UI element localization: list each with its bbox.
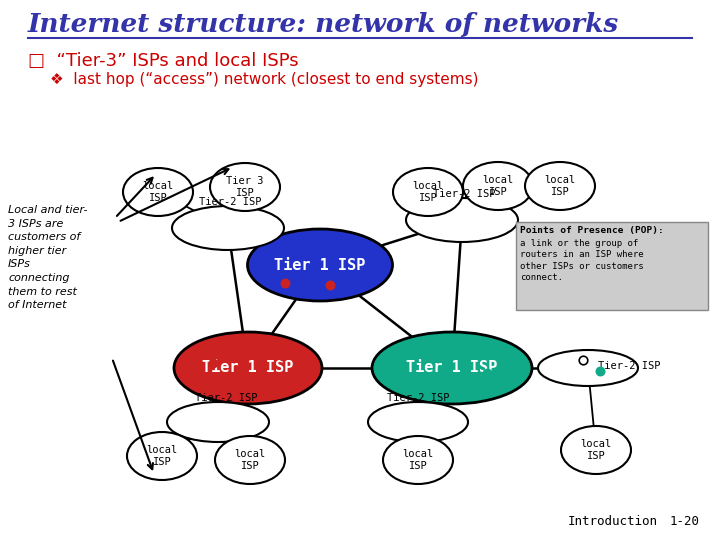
Text: local
ISP: local ISP [482,175,513,197]
Point [324,281,336,289]
Point [277,352,289,360]
Text: local
ISP: local ISP [580,439,611,461]
Text: Local and tier-
3 ISPs are
customers of
higher tier
ISPs
connecting
them to rest: Local and tier- 3 ISPs are customers of … [8,205,88,310]
Text: Internet structure: network of networks: Internet structure: network of networks [28,12,619,37]
Text: Tier-2 ISP: Tier-2 ISP [199,197,261,207]
Point [451,342,463,350]
FancyBboxPatch shape [516,222,708,310]
Text: Points of Presence (POP):: Points of Presence (POP): [520,226,664,235]
Ellipse shape [167,402,269,442]
Text: Tier-2 ISP: Tier-2 ISP [194,393,257,403]
Text: Tier-2 ISP: Tier-2 ISP [433,189,495,199]
Ellipse shape [123,168,193,216]
Text: local
ISP: local ISP [143,181,174,203]
Ellipse shape [393,168,463,216]
Point [594,367,606,375]
Ellipse shape [368,402,468,442]
Text: a link or the group of
routers in an ISP where
other ISPs or customers
connect.: a link or the group of routers in an ISP… [520,239,644,282]
Text: local
ISP: local ISP [413,181,444,203]
Point [279,279,291,287]
Text: ❖  last hop (“access”) network (closest to end systems): ❖ last hop (“access”) network (closest t… [50,72,479,87]
Ellipse shape [248,229,392,301]
Text: Tier 1 ISP: Tier 1 ISP [274,258,366,273]
Ellipse shape [372,332,532,404]
Text: local
ISP: local ISP [544,175,575,197]
Ellipse shape [210,163,280,211]
Ellipse shape [561,426,631,474]
Text: local
ISP: local ISP [402,449,433,471]
Point [481,369,492,377]
Text: Introduction: Introduction [568,515,658,528]
Text: 1-20: 1-20 [670,515,700,528]
Text: Tier-2 ISP: Tier-2 ISP [598,361,660,371]
Ellipse shape [127,432,197,480]
Ellipse shape [215,436,285,484]
Text: Tier-2 ISP: Tier-2 ISP [387,393,449,403]
Ellipse shape [383,436,453,484]
Point [296,239,307,247]
Ellipse shape [525,162,595,210]
Point [411,374,423,382]
Text: local
ISP: local ISP [235,449,266,471]
Point [577,356,589,364]
Ellipse shape [538,350,638,386]
Ellipse shape [406,198,518,242]
Text: Tier 1 ISP: Tier 1 ISP [406,361,498,375]
Ellipse shape [463,162,533,210]
Text: local
ISP: local ISP [146,445,178,467]
Point [336,239,348,247]
Ellipse shape [172,206,284,250]
Text: Tier 3
ISP: Tier 3 ISP [226,176,264,198]
Point [207,359,219,367]
Text: □  “Tier-3” ISPs and local ISPs: □ “Tier-3” ISPs and local ISPs [28,52,299,70]
Text: Tier 1 ISP: Tier 1 ISP [202,361,294,375]
Ellipse shape [174,332,322,404]
Point [277,376,289,384]
